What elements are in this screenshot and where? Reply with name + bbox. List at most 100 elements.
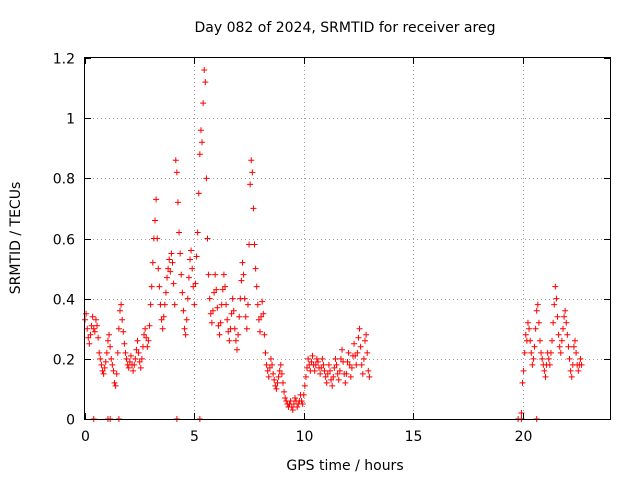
data-point (169, 259, 176, 266)
data-point (573, 349, 580, 356)
data-point (313, 355, 320, 362)
data-point (84, 325, 91, 332)
data-point (193, 253, 200, 260)
data-point (527, 337, 534, 344)
data-point (188, 247, 195, 254)
data-point (249, 169, 256, 176)
y-tick-label: 1 (66, 112, 75, 128)
data-point (195, 190, 202, 197)
data-point (159, 325, 166, 332)
y-axis-label: SRMTID / TECUs (8, 182, 24, 295)
data-point (211, 289, 218, 296)
data-point (196, 151, 203, 158)
data-point (101, 364, 108, 371)
data-point (547, 349, 554, 356)
data-point (219, 286, 226, 293)
data-point (555, 331, 562, 338)
data-point (333, 361, 340, 368)
data-point (158, 316, 165, 323)
data-point (214, 304, 221, 311)
data-point (271, 376, 278, 383)
data-point (347, 373, 354, 380)
data-point (142, 325, 149, 332)
data-point (561, 313, 568, 320)
data-point (346, 361, 353, 368)
data-point (365, 367, 372, 374)
y-tick-label: 1.2 (53, 52, 75, 68)
data-point (300, 391, 307, 398)
data-point (330, 373, 337, 380)
data-point (199, 139, 206, 146)
data-point (99, 367, 106, 374)
x-tick-label: 10 (296, 429, 314, 445)
data-point (325, 361, 332, 368)
data-point (89, 313, 96, 320)
data-point (537, 337, 543, 344)
data-point (259, 298, 266, 305)
data-point (119, 316, 126, 323)
data-point (107, 343, 114, 350)
data-point (230, 307, 237, 314)
data-point (176, 229, 183, 236)
x-tick-label: 15 (405, 429, 423, 445)
data-point (115, 325, 122, 332)
data-point (549, 337, 556, 344)
data-point (83, 310, 90, 317)
data-point (228, 310, 235, 317)
data-point (183, 316, 190, 323)
data-point (95, 334, 102, 341)
data-point (319, 355, 326, 362)
data-point (322, 373, 329, 380)
data-point (352, 352, 359, 359)
data-point (160, 313, 167, 320)
data-point (205, 271, 212, 278)
data-point (287, 397, 294, 404)
data-point (336, 367, 343, 374)
data-point (554, 313, 561, 320)
data-point (526, 325, 533, 332)
data-point (90, 325, 97, 332)
y-tick-label: 0.4 (53, 293, 75, 309)
data-point (534, 301, 541, 308)
data-point (86, 340, 93, 347)
data-point (353, 361, 360, 368)
data-point (278, 370, 285, 377)
x-tick-label: 5 (190, 429, 199, 445)
data-point (344, 358, 351, 365)
data-point (562, 307, 569, 314)
data-point (302, 373, 309, 380)
data-point (577, 355, 584, 362)
data-point (357, 343, 364, 350)
data-point (103, 349, 110, 356)
data-point (311, 367, 318, 374)
data-point (308, 358, 315, 365)
data-point (220, 271, 227, 278)
data-point (207, 310, 214, 317)
data-point (145, 337, 152, 344)
data-point (184, 295, 191, 302)
data-point (299, 400, 306, 407)
data-point (234, 346, 241, 353)
data-point (566, 355, 573, 362)
data-point (261, 331, 268, 338)
data-point (136, 358, 143, 365)
data-point (556, 343, 563, 350)
data-point (201, 67, 208, 74)
data-point (327, 367, 333, 374)
data-point (137, 364, 144, 371)
data-point (173, 169, 180, 176)
data-point (171, 301, 178, 308)
data-point (366, 373, 373, 380)
data-point (113, 370, 120, 377)
data-point (276, 367, 283, 374)
data-point (187, 256, 193, 263)
data-point (301, 382, 308, 389)
data-point (351, 340, 358, 347)
y-tick-label: 0.6 (53, 233, 75, 249)
data-point (253, 283, 260, 290)
data-point (111, 379, 118, 386)
data-point (321, 367, 328, 374)
data-point (535, 319, 542, 326)
data-point (270, 370, 277, 377)
